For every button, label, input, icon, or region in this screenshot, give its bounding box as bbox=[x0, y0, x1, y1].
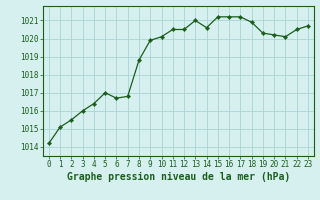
X-axis label: Graphe pression niveau de la mer (hPa): Graphe pression niveau de la mer (hPa) bbox=[67, 172, 290, 182]
